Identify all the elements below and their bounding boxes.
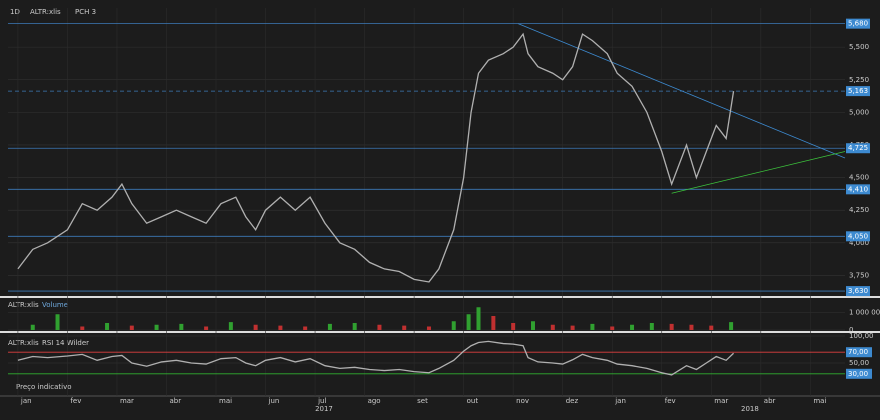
volume-bar bbox=[689, 324, 694, 330]
x-tick-label: fev bbox=[665, 397, 676, 405]
volume-bar bbox=[590, 323, 595, 330]
volume-bar bbox=[129, 325, 134, 330]
volume-bar bbox=[570, 325, 575, 330]
volume-bar bbox=[327, 323, 332, 330]
volume-bar bbox=[491, 316, 496, 330]
price-line bbox=[17, 340, 735, 376]
volume-bar bbox=[80, 326, 85, 330]
x-tick-label: nov bbox=[516, 397, 529, 405]
level-label: 3,630 bbox=[848, 287, 868, 295]
y-tick-label: 5,000 bbox=[849, 108, 869, 116]
x-tick-label: dez bbox=[566, 397, 579, 405]
y-tick-label: 1 000 000 bbox=[849, 309, 880, 317]
level-label: 5,163 bbox=[848, 87, 868, 95]
price-line bbox=[17, 32, 735, 283]
x-tick-label: out bbox=[467, 397, 479, 405]
y-tick-label: 0 bbox=[849, 326, 853, 334]
volume-bar bbox=[228, 322, 233, 330]
x-tick-label: fev bbox=[70, 397, 81, 405]
indicator: PCH 3 bbox=[75, 8, 96, 16]
level-label: 70,00 bbox=[848, 348, 868, 356]
level-label: 4,410 bbox=[848, 185, 868, 193]
x-tick-label: ago bbox=[368, 397, 381, 405]
volume-bar bbox=[511, 323, 516, 330]
y-tick-label: 50,00 bbox=[849, 359, 869, 367]
interval: 1D bbox=[10, 8, 20, 16]
x-tick-label: set bbox=[417, 397, 428, 405]
level-box bbox=[846, 86, 870, 97]
level-label: 4,050 bbox=[848, 232, 868, 240]
y-tick-label: 4,250 bbox=[849, 206, 869, 214]
y-tick-label: 5,500 bbox=[849, 43, 869, 51]
trend-line bbox=[671, 151, 846, 194]
level-label: 4,725 bbox=[848, 144, 868, 152]
volume-bar bbox=[550, 324, 555, 330]
volume-bar bbox=[105, 323, 110, 330]
x-tick-label: jan bbox=[614, 397, 626, 405]
volume-bar bbox=[426, 326, 431, 330]
x-tick-label: mar bbox=[714, 397, 728, 405]
y-tick-label: 4,000 bbox=[849, 239, 869, 247]
level-box bbox=[846, 368, 872, 379]
x-tick-label: jun bbox=[268, 397, 280, 405]
level-label: 5,680 bbox=[848, 20, 868, 28]
volume-bar bbox=[303, 326, 308, 330]
volume-bar bbox=[179, 323, 184, 330]
volume-bar bbox=[451, 321, 456, 330]
x-tick-label: abr bbox=[169, 397, 181, 405]
volume-bar bbox=[352, 323, 357, 330]
note: Preço indicativo bbox=[16, 383, 72, 391]
level-box bbox=[846, 286, 870, 297]
volume-bar bbox=[204, 326, 209, 330]
y-tick-label: 3,750 bbox=[849, 271, 869, 279]
series-name: Volume bbox=[42, 301, 68, 309]
level-box bbox=[846, 184, 870, 195]
year-label: 2017 bbox=[315, 405, 333, 413]
trend-line bbox=[517, 23, 846, 159]
y-tick-label: 4,500 bbox=[849, 174, 869, 182]
subtitle: RSI 14 Wilder bbox=[42, 339, 89, 347]
volume-bar bbox=[530, 321, 535, 330]
volume-bar bbox=[729, 322, 734, 330]
volume-bar bbox=[466, 314, 471, 330]
x-tick-label: jan bbox=[20, 397, 32, 405]
volume-bar bbox=[154, 324, 159, 330]
level-box bbox=[846, 231, 870, 242]
symbol: ALTR:xlis bbox=[8, 339, 39, 347]
volume-bar bbox=[630, 324, 635, 330]
y-tick-label: 5,250 bbox=[849, 76, 869, 84]
x-tick-label: mar bbox=[120, 397, 134, 405]
year-label: 2018 bbox=[741, 405, 759, 413]
volume-bar bbox=[55, 314, 60, 330]
volume-bar bbox=[30, 324, 35, 330]
y-tick-label: 100,00 bbox=[849, 332, 874, 340]
level-box bbox=[846, 18, 870, 29]
x-tick-label: mai bbox=[219, 397, 232, 405]
volume-bar bbox=[402, 325, 407, 330]
symbol: ALTR:xlis bbox=[8, 301, 39, 309]
volume-bar bbox=[669, 323, 674, 330]
volume-bar bbox=[610, 326, 615, 330]
x-tick-label: abr bbox=[764, 397, 776, 405]
volume-bar bbox=[709, 325, 714, 330]
level-label: 30,00 bbox=[848, 370, 868, 378]
symbol: ALTR:xlis bbox=[30, 8, 61, 16]
x-tick-label: jul bbox=[317, 397, 326, 405]
level-box bbox=[846, 143, 870, 154]
volume-bar bbox=[278, 325, 283, 330]
volume-bar bbox=[476, 307, 481, 330]
level-box bbox=[846, 347, 872, 358]
x-tick-label: mai bbox=[813, 397, 826, 405]
volume-bar bbox=[649, 323, 654, 330]
volume-bar bbox=[377, 324, 382, 330]
volume-bar bbox=[253, 324, 258, 330]
